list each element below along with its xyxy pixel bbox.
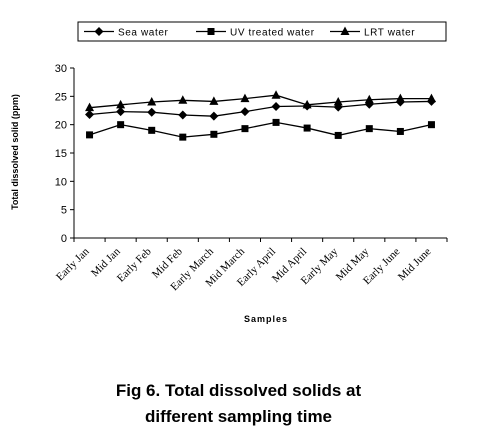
data-point — [365, 125, 373, 133]
y-tick-label: 15 — [55, 148, 67, 160]
data-point — [209, 96, 219, 105]
caption-line-2: different sampling time — [144, 407, 333, 426]
data-point — [364, 94, 374, 104]
data-point — [117, 121, 125, 129]
series-lrt-water — [85, 90, 436, 112]
y-tick-label: 10 — [55, 176, 67, 188]
data-point — [396, 127, 404, 135]
series-sea-water — [85, 96, 436, 121]
legend-entry: LRT water — [330, 26, 415, 39]
x-tick-label: Early Feb — [115, 245, 154, 284]
data-point — [179, 133, 187, 141]
data-point — [178, 110, 188, 120]
data-point — [86, 131, 94, 139]
data-point — [303, 124, 311, 132]
y-tick-label: 0 — [61, 233, 67, 245]
y-axis: 0 5 10 15 20 25 30 — [55, 63, 75, 245]
y-tick-label: 20 — [55, 120, 67, 132]
data-point — [85, 109, 95, 119]
legend-label: LRT water — [364, 28, 415, 39]
series-line — [89, 121, 432, 138]
y-tick-label: 30 — [55, 63, 67, 75]
data-point — [395, 93, 405, 103]
data-point — [271, 102, 281, 112]
x-tick-label: Early Jan — [54, 245, 92, 283]
series-line — [89, 100, 432, 117]
data-point — [85, 102, 95, 112]
data-point — [116, 107, 126, 117]
legend-marker — [94, 27, 104, 36]
legend-marker — [207, 28, 215, 35]
data-point — [147, 97, 157, 106]
data-point — [240, 107, 250, 117]
data-point — [147, 107, 157, 117]
data-point — [210, 130, 218, 138]
legend-box — [77, 21, 447, 42]
caption-line-1: Fig 6. Total dissolved solids at — [115, 381, 362, 400]
series-line — [89, 94, 432, 109]
figure-caption: Fig 6. Total dissolved solids at differe… — [0, 378, 477, 430]
series-layer — [85, 90, 436, 141]
data-point — [116, 99, 126, 109]
series-uv-treated-water — [86, 118, 435, 141]
data-point — [148, 126, 156, 134]
data-point — [241, 125, 249, 133]
data-point — [334, 131, 342, 139]
data-point — [302, 99, 312, 109]
data-point — [178, 95, 188, 104]
y-tick-label: 5 — [61, 205, 67, 217]
data-point — [272, 118, 280, 126]
y-tick-label: 25 — [55, 91, 67, 103]
x-axis-title: Samples — [244, 314, 288, 324]
data-point — [240, 93, 250, 103]
legend-label: Sea water — [118, 28, 168, 39]
y-axis-title: Total dissolved solid (ppm) — [10, 94, 20, 210]
data-point — [426, 93, 436, 103]
legend-entry: Sea water — [84, 27, 168, 39]
x-tick-label: Mid June — [396, 246, 434, 284]
line-chart: Sea water UV treated water LRT water 0 5 10 1… — [10, 21, 448, 324]
legend-label: UV treated water — [230, 28, 315, 39]
legend-entry: UV treated water — [196, 28, 315, 39]
data-point — [271, 90, 281, 99]
data-point — [427, 121, 435, 129]
data-point — [209, 111, 219, 121]
data-point — [333, 97, 343, 106]
legend-marker — [340, 26, 350, 35]
chart-legend: Sea water UV treated water LRT water — [77, 21, 447, 42]
